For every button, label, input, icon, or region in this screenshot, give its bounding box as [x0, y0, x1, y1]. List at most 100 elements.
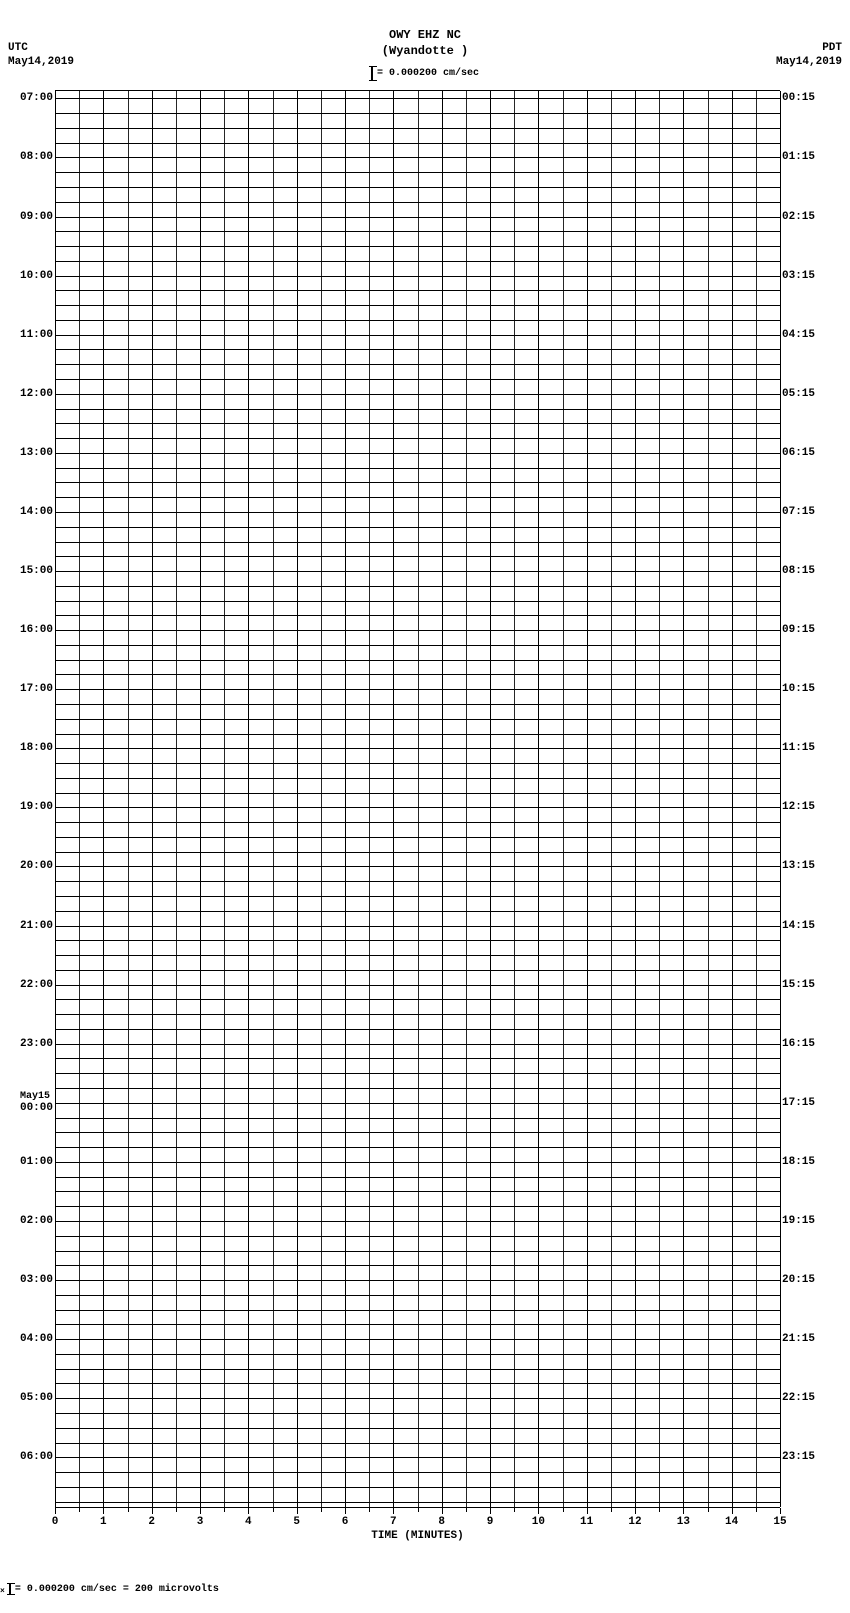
pdt-hour-label: 07:15	[782, 506, 815, 518]
x-tick	[103, 1508, 104, 1514]
gridline-horizontal	[55, 1443, 780, 1444]
utc-time-text: 00:00	[20, 1102, 53, 1114]
pdt-hour-label: 20:15	[782, 1274, 815, 1286]
pdt-hour-label: 06:15	[782, 447, 815, 459]
utc-hour-label: 19:00	[20, 801, 53, 813]
station-code: OWY EHZ NC	[389, 28, 461, 42]
x-tick	[683, 1508, 684, 1514]
gridline-horizontal	[55, 187, 780, 188]
gridline-horizontal	[55, 1088, 780, 1089]
footer-prefix: ×	[0, 1587, 5, 1596]
gridline-horizontal	[55, 1265, 780, 1266]
x-tick-label: 6	[342, 1516, 349, 1528]
gridline-horizontal	[55, 1147, 780, 1148]
pdt-hour-label: 21:15	[782, 1333, 815, 1345]
gridline-horizontal	[55, 157, 780, 158]
x-tick-label: 13	[677, 1516, 690, 1528]
x-tick	[345, 1508, 346, 1514]
pdt-hour-label: 19:15	[782, 1215, 815, 1227]
gridline-horizontal	[55, 128, 780, 129]
pdt-hour-label: 01:15	[782, 151, 815, 163]
utc-time-text: 12:00	[20, 388, 53, 400]
utc-time-text: 13:00	[20, 447, 53, 459]
x-tick-minor	[708, 1508, 709, 1512]
gridline-horizontal	[55, 719, 780, 720]
x-tick-minor	[563, 1508, 564, 1512]
gridline-horizontal	[55, 202, 780, 203]
pdt-hour-label: 04:15	[782, 329, 815, 341]
gridline-horizontal	[55, 704, 780, 705]
gridline-horizontal	[55, 1073, 780, 1074]
utc-time-text: 16:00	[20, 624, 53, 636]
x-tick-minor	[321, 1508, 322, 1512]
gridline-horizontal	[55, 793, 780, 794]
x-tick	[732, 1508, 733, 1514]
x-tick	[587, 1508, 588, 1514]
x-tick-minor	[79, 1508, 80, 1512]
gridline-horizontal	[55, 1324, 780, 1325]
footer-scale: × = 0.000200 cm/sec = 200 microvolts	[0, 1583, 219, 1595]
pdt-hour-label: 05:15	[782, 388, 815, 400]
utc-time-text: 17:00	[20, 683, 53, 695]
utc-time-text: 03:00	[20, 1274, 53, 1286]
gridline-horizontal	[55, 335, 780, 336]
x-tick	[393, 1508, 394, 1514]
gridline-horizontal	[55, 778, 780, 779]
gridline-horizontal	[55, 1103, 780, 1104]
gridline-horizontal	[55, 601, 780, 602]
x-tick-minor	[224, 1508, 225, 1512]
gridline-horizontal	[55, 1177, 780, 1178]
x-tick-label: 15	[773, 1516, 786, 1528]
utc-hour-label: 08:00	[20, 151, 53, 163]
utc-hour-label: 03:00	[20, 1274, 53, 1286]
gridline-horizontal	[55, 1383, 780, 1384]
gridline-horizontal	[55, 837, 780, 838]
x-tick-label: 5	[293, 1516, 300, 1528]
gridline-horizontal	[55, 364, 780, 365]
pdt-tz-label: PDT	[822, 42, 842, 54]
utc-date-label: May14,2019	[8, 56, 74, 68]
utc-hour-label: 05:00	[20, 1392, 53, 1404]
x-tick-minor	[369, 1508, 370, 1512]
gridline-horizontal	[55, 1118, 780, 1119]
x-tick-label: 8	[438, 1516, 445, 1528]
pdt-hour-label: 14:15	[782, 920, 815, 932]
gridline-horizontal	[55, 1487, 780, 1488]
gridline-horizontal	[55, 866, 780, 867]
gridline-horizontal	[55, 1162, 780, 1163]
gridline-horizontal	[55, 630, 780, 631]
x-tick-label: 4	[245, 1516, 252, 1528]
x-tick	[248, 1508, 249, 1514]
utc-hour-label: 07:00	[20, 92, 53, 104]
utc-time-text: 23:00	[20, 1038, 53, 1050]
x-tick	[538, 1508, 539, 1514]
gridline-horizontal	[55, 542, 780, 543]
x-tick	[780, 1508, 781, 1514]
x-tick-label: 12	[628, 1516, 641, 1528]
utc-hour-label: 01:00	[20, 1156, 53, 1168]
utc-hour-label: 10:00	[20, 270, 53, 282]
utc-hour-label: 18:00	[20, 742, 53, 754]
utc-hour-label: 13:00	[20, 447, 53, 459]
utc-hour-label: 06:00	[20, 1451, 53, 1463]
utc-time-text: 10:00	[20, 270, 53, 282]
gridline-horizontal	[55, 1251, 780, 1252]
x-axis-title: TIME (MINUTES)	[371, 1530, 463, 1542]
x-tick-minor	[176, 1508, 177, 1512]
scale-bar-icon	[371, 66, 373, 81]
gridline-horizontal	[55, 896, 780, 897]
utc-hour-label: 11:00	[20, 329, 53, 341]
gridline-horizontal	[55, 527, 780, 528]
gridline-horizontal	[55, 143, 780, 144]
utc-hour-label: 12:00	[20, 388, 53, 400]
gridline-horizontal	[55, 1044, 780, 1045]
gridline-horizontal	[55, 940, 780, 941]
gridline-horizontal	[55, 571, 780, 572]
pdt-hour-label: 09:15	[782, 624, 815, 636]
utc-hour-label: 14:00	[20, 506, 53, 518]
utc-time-text: 22:00	[20, 979, 53, 991]
pdt-hour-label: 00:15	[782, 92, 815, 104]
gridline-horizontal	[55, 763, 780, 764]
gridline-horizontal	[55, 1206, 780, 1207]
scale-text: = 0.000200 cm/sec	[377, 68, 479, 79]
